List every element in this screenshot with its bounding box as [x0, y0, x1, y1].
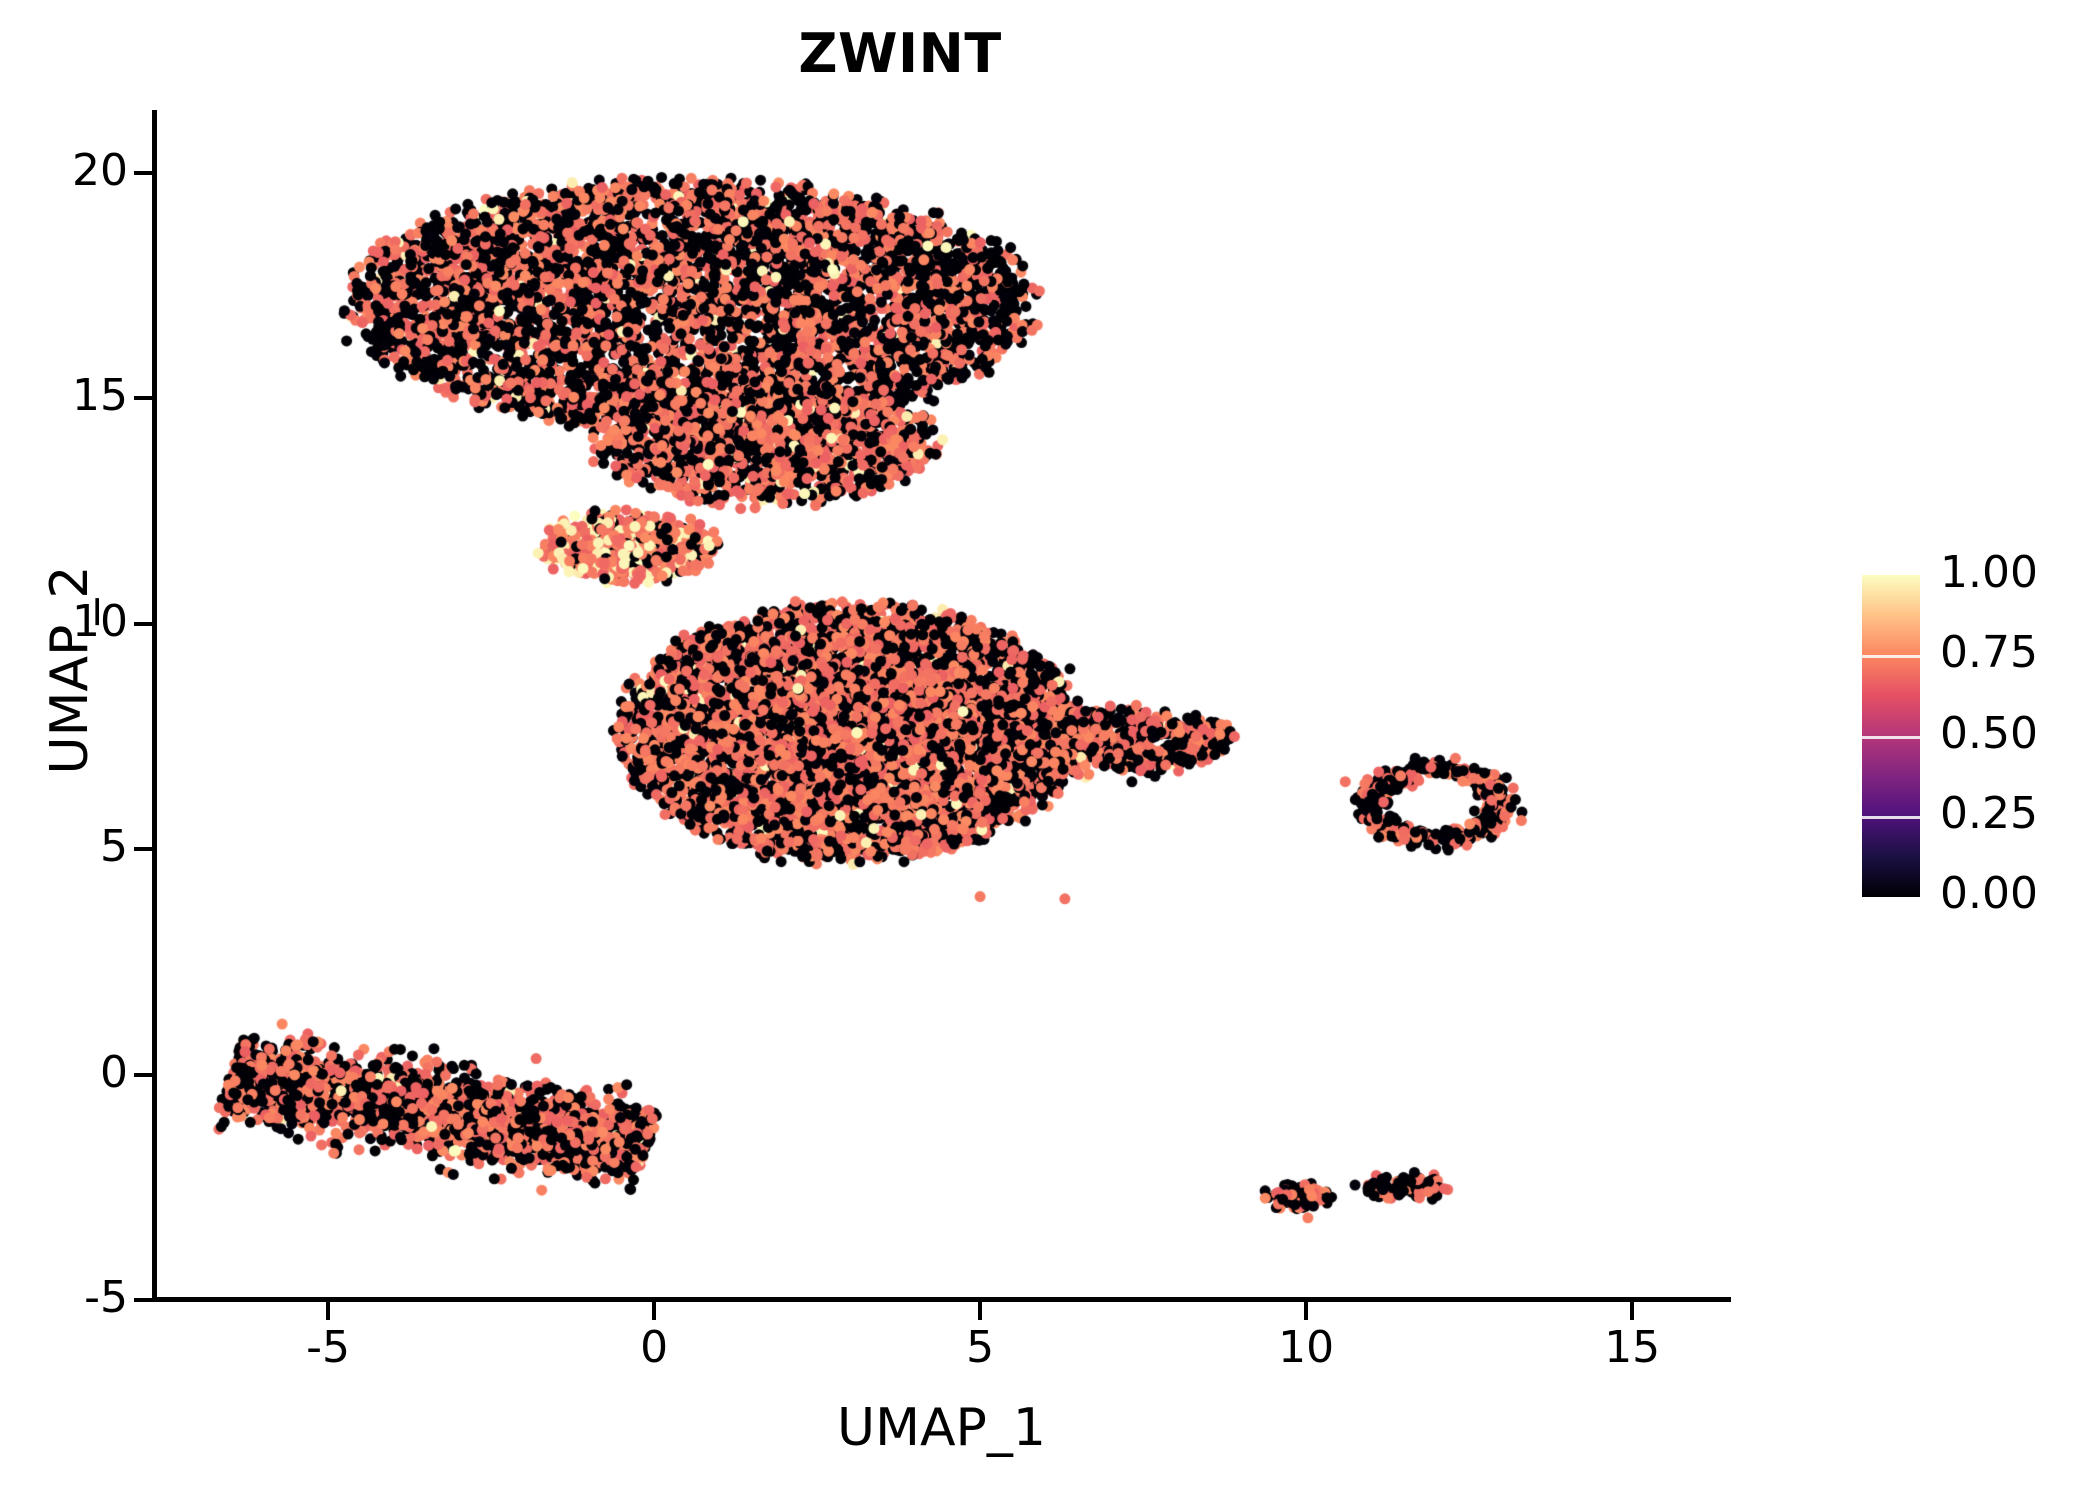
x-tick-mark	[1304, 1302, 1309, 1320]
x-tick-label: 10	[1278, 1322, 1335, 1373]
y-tick-mark	[134, 621, 152, 626]
x-tick-label: -5	[306, 1322, 350, 1373]
colorbar-tick-label: 0.25	[1940, 787, 2038, 839]
y-tick-mark	[134, 396, 152, 401]
chart-title: ZWINT	[798, 22, 1002, 85]
colorbar-tick-label: 1.00	[1940, 547, 2038, 598]
colorbar: 1.00 0.75 0.50 0.25 0.00	[1862, 551, 2092, 916]
colorbar-tick-mark	[1862, 816, 1920, 819]
y-axis-label: UMAP_2	[40, 565, 100, 775]
x-tick-mark	[326, 1302, 331, 1320]
y-tick-label: 5	[100, 821, 128, 873]
colorbar-tick-label: 0.00	[1940, 868, 2038, 919]
colorbar-tick-mark	[1862, 655, 1920, 658]
y-tick-mark	[134, 847, 152, 852]
y-tick-label: 10	[72, 595, 128, 647]
x-tick-mark	[1630, 1302, 1635, 1320]
y-tick-mark	[134, 1072, 152, 1077]
colorbar-tick-label: 0.75	[1940, 627, 2038, 679]
y-tick-mark	[134, 171, 152, 176]
y-tick-label: 20	[72, 145, 128, 197]
x-tick-label: 5	[966, 1322, 995, 1373]
x-tick-label: 0	[640, 1322, 669, 1373]
y-tick-label: 15	[72, 370, 128, 422]
colorbar-tick-label: 0.50	[1940, 707, 2038, 759]
colorbar-tick-mark	[1862, 736, 1920, 739]
scatter-plot-area	[152, 110, 1730, 1300]
y-axis-line	[152, 110, 157, 1301]
x-tick-mark	[652, 1302, 657, 1320]
x-axis-label: UMAP_1	[837, 1398, 1046, 1458]
y-tick-label: 0	[100, 1046, 128, 1098]
y-tick-mark	[134, 1298, 152, 1302]
x-tick-label: 15	[1604, 1322, 1661, 1373]
x-tick-mark	[978, 1302, 983, 1320]
y-tick-label: -5	[84, 1272, 128, 1323]
x-axis-line	[152, 1297, 1731, 1302]
scatter-points-canvas	[152, 110, 1730, 1300]
